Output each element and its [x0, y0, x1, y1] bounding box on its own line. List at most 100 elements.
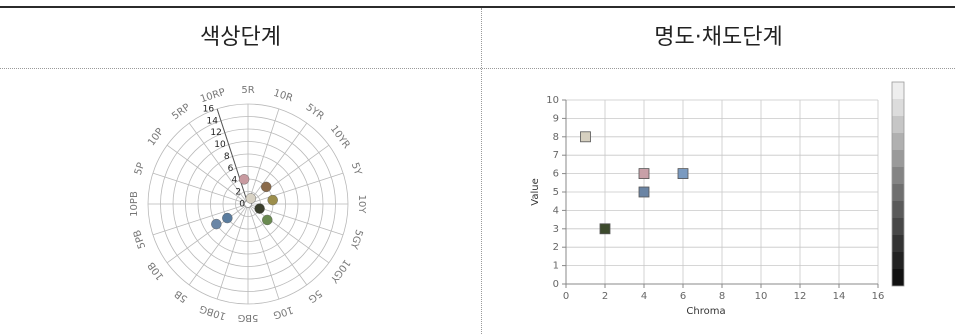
polar-spoke [152, 203, 249, 236]
y-tick-label: 4 [553, 205, 559, 216]
value-scale-swatch [892, 252, 904, 269]
value-scale-swatch [892, 269, 904, 286]
y-tick-label: 5 [553, 187, 559, 198]
hue-label: 5G [306, 287, 324, 304]
value-chroma-step-header: 명도·채도단계 [654, 25, 783, 50]
radial-tick-label: 4 [232, 176, 238, 186]
polar-spoke [166, 203, 249, 264]
x-tick-label: 10 [755, 291, 768, 302]
color-point [267, 194, 278, 206]
value-scale-swatch [892, 235, 904, 252]
value-scale-swatch [892, 82, 904, 99]
hue-label: 10YR [328, 124, 352, 151]
hue-label: 5GY [347, 228, 364, 251]
y-tick-label: 0 [553, 279, 559, 290]
color-point [222, 212, 233, 224]
column-divider [481, 8, 482, 334]
polar-spoke [247, 122, 308, 205]
polar-spoke [247, 108, 280, 205]
value-scale-swatch [892, 167, 904, 184]
radial-tick-label: 12 [210, 128, 221, 138]
radial-tick-label: 0 [239, 200, 245, 210]
hue-label: 5YR [304, 102, 326, 122]
x-tick-label: 14 [833, 291, 846, 302]
color-square [677, 168, 689, 179]
radial-tick-label: 14 [207, 116, 219, 126]
y-tick-label: 10 [546, 95, 559, 106]
hue-label: 10GY [327, 257, 352, 285]
x-tick-label: 12 [794, 291, 807, 302]
y-tick-label: 9 [553, 113, 559, 124]
hue-label: 5Y [349, 161, 364, 177]
polar-spoke [247, 203, 308, 286]
value-scale-swatch [892, 116, 904, 133]
hue-label: 5P [133, 161, 147, 176]
x-tick-label: 2 [602, 291, 608, 302]
polar-radial-axis [216, 108, 249, 205]
color-square [638, 186, 650, 198]
radial-tick-label: 6 [228, 164, 234, 174]
radial-tick-label: 2 [235, 188, 241, 198]
hue-label: 10G [272, 304, 295, 321]
color-point [254, 203, 265, 214]
top-rule [0, 6, 955, 8]
hue-label: 5B [173, 287, 190, 304]
hue-label: 5PB [132, 228, 148, 250]
radial-tick-label: 10 [214, 140, 226, 150]
radial-tick-label: 16 [203, 104, 215, 114]
hue-step-header: 색상단계 [200, 25, 281, 50]
color-square [580, 131, 591, 143]
hue-label: 10Y [356, 195, 367, 215]
hue-label: 10BG [198, 303, 227, 322]
header-divider [0, 68, 955, 69]
value-scale-frame [891, 81, 905, 287]
polar-spoke [247, 203, 280, 300]
x-axis-title: Chroma [686, 306, 725, 317]
x-tick-label: 8 [719, 291, 725, 302]
value-scale-swatch [892, 184, 904, 201]
hue-label: 5R [241, 85, 254, 96]
polar-spoke [152, 172, 249, 205]
y-tick-label: 8 [553, 132, 559, 143]
polar-spoke [188, 122, 249, 205]
value-scale-swatch [892, 218, 904, 235]
hue-label: 5BG [238, 312, 259, 323]
color-point [238, 174, 250, 185]
value-scale-swatch [892, 99, 904, 116]
radial-tick-label: 8 [224, 152, 230, 162]
polar-spoke [247, 144, 330, 205]
color-point [245, 193, 257, 204]
color-square [638, 168, 650, 179]
y-tick-label: 6 [553, 169, 559, 180]
value-scale-swatch [892, 150, 904, 167]
x-tick-label: 4 [641, 291, 647, 302]
color-point [211, 218, 222, 230]
color-point [262, 214, 273, 226]
value-scale-swatch [892, 133, 904, 150]
hue-label: 5RP [170, 102, 192, 122]
y-tick-label: 1 [553, 261, 559, 272]
y-tick-label: 7 [553, 150, 559, 161]
polar-spoke [188, 203, 249, 286]
polar-spoke [247, 172, 344, 205]
hue-label: 10B [146, 259, 166, 281]
hue-label: 10R [272, 88, 294, 105]
value-scale-swatch [892, 201, 904, 218]
y-axis-title: Value [530, 178, 541, 205]
color-square [599, 223, 611, 235]
hue-label: 10RP [199, 87, 227, 105]
color-point [261, 181, 272, 193]
polar-spoke [166, 144, 249, 205]
polar-spoke [247, 203, 330, 264]
x-tick-label: 0 [563, 291, 569, 302]
polar-spoke [216, 203, 249, 300]
x-tick-label: 6 [680, 291, 686, 302]
x-tick-label: 16 [872, 291, 885, 302]
y-tick-label: 3 [553, 224, 559, 235]
hue-label: 10PB [129, 191, 140, 217]
hue-label: 10P [146, 126, 166, 148]
y-tick-label: 2 [553, 242, 559, 253]
